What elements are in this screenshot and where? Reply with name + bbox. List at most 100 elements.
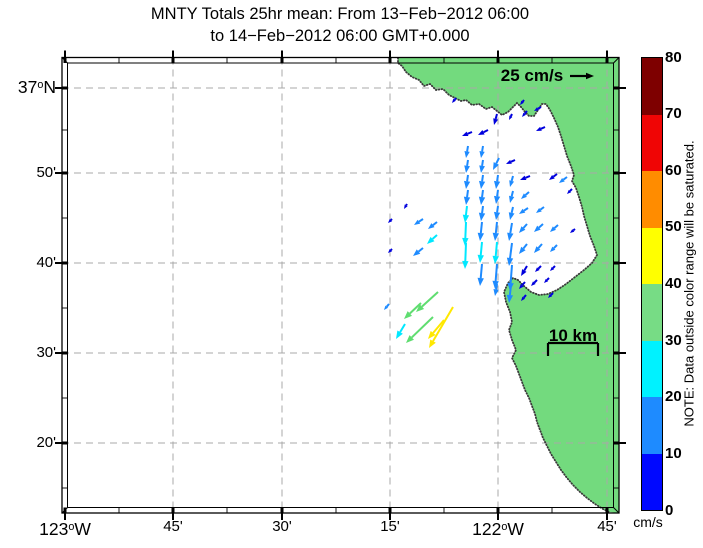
map-frame-outer <box>61 56 620 514</box>
current-vector <box>495 283 498 290</box>
current-vector-head <box>536 207 542 213</box>
current-vector-head <box>494 195 501 204</box>
current-vector-head <box>493 288 499 296</box>
current-vector <box>466 174 469 182</box>
current-vector-head <box>550 246 556 252</box>
current-vector-head <box>464 150 470 158</box>
current-vector-head <box>462 131 469 136</box>
current-vector-head <box>463 196 471 205</box>
current-vector <box>553 224 559 229</box>
current-vector <box>385 303 390 308</box>
current-vector-head <box>492 280 499 289</box>
current-vector <box>466 159 469 167</box>
current-vector <box>552 265 556 269</box>
current-vector-head <box>521 269 527 276</box>
current-vector-head <box>462 260 469 269</box>
current-vector-head <box>464 180 471 189</box>
scale-bar-label: 10 km <box>548 326 598 345</box>
current-vector-head <box>388 218 393 223</box>
current-vector <box>550 292 554 296</box>
current-vector-head <box>509 195 515 203</box>
current-vector <box>481 174 484 182</box>
current-vector-head <box>427 236 435 244</box>
current-vector-head <box>534 246 541 253</box>
y-tick-label: 40' <box>36 254 56 271</box>
current-vector <box>466 145 469 152</box>
current-vector-head <box>519 208 526 214</box>
current-vector-head <box>550 226 556 232</box>
current-vector <box>522 294 527 299</box>
current-vector-head <box>429 339 436 348</box>
current-vector <box>399 323 406 333</box>
current-vector-head <box>428 330 436 339</box>
current-vector <box>537 243 543 249</box>
current-vector-head <box>384 305 389 310</box>
current-vector <box>464 221 467 239</box>
current-vector-head <box>506 257 514 266</box>
current-vector <box>537 106 542 110</box>
x-tick-label: 45' <box>163 518 183 535</box>
current-vector <box>509 242 513 259</box>
current-vector-head <box>479 180 486 189</box>
current-vector-head <box>549 174 555 180</box>
y-tick-label: 50' <box>36 164 56 181</box>
colorbar-segment <box>642 284 662 341</box>
colorbar <box>641 57 663 511</box>
current-vector <box>431 234 438 240</box>
current-vector <box>479 263 483 279</box>
current-vector-head <box>550 266 555 271</box>
colorbar-segment <box>642 227 662 284</box>
current-vector-head <box>508 212 515 220</box>
current-vector <box>522 223 528 229</box>
current-vector <box>537 265 542 270</box>
y-tick-label: 37oN <box>17 77 56 97</box>
current-vector <box>481 189 484 198</box>
current-vector <box>466 189 469 198</box>
current-vector-head <box>531 281 536 286</box>
current-vector-head <box>492 232 500 241</box>
current-vector-head <box>493 118 499 125</box>
reference-vector-arrow-head <box>586 72 594 80</box>
current-vector-head <box>519 226 526 233</box>
current-vector <box>390 248 393 251</box>
colorbar-tick-label: 40 <box>665 275 682 292</box>
current-vector-head <box>477 254 484 263</box>
colorbar-tick-label: 50 <box>665 218 682 236</box>
current-vector <box>553 244 558 249</box>
colorbar-segment <box>642 171 662 228</box>
colorbar-segment <box>642 397 662 454</box>
current-vector-head <box>534 225 541 232</box>
current-vector-head <box>404 204 408 209</box>
current-vector <box>467 131 473 135</box>
current-vector <box>479 241 483 256</box>
current-vector-head <box>494 180 501 189</box>
current-vector-head <box>478 196 486 205</box>
current-vector-head <box>520 100 524 105</box>
chart-title-line1: MNTY Totals 25hr mean: From 13−Feb−2012 … <box>150 5 530 23</box>
colorbar-tick-label: 0 <box>665 501 674 519</box>
colorbar-tick-label: 30 <box>665 331 682 349</box>
colorbar-note: NOTE: Data outside color range will be s… <box>681 140 697 427</box>
x-tick-label: 30' <box>272 518 292 535</box>
reference-vector-label: 25 cm/s <box>500 66 564 85</box>
current-vector <box>522 243 528 250</box>
current-vector-head <box>567 189 572 194</box>
current-vector-head <box>478 130 485 135</box>
current-vector <box>494 113 498 120</box>
current-vector <box>546 277 550 281</box>
current-vector <box>421 291 439 308</box>
current-vector-head <box>493 162 499 170</box>
colorbar-segment <box>642 340 662 397</box>
y-tick-label: 20' <box>36 434 56 451</box>
current-vector <box>495 157 500 164</box>
current-vector <box>523 207 529 212</box>
colorbar-unit-label: cm/s <box>633 514 663 530</box>
x-tick-label: 15' <box>380 518 400 535</box>
current-vector <box>510 159 516 163</box>
current-vector-head <box>559 177 565 183</box>
current-vector <box>521 99 525 103</box>
current-vector-head <box>452 98 456 103</box>
frame-corner-miter <box>613 507 620 514</box>
current-vector <box>411 316 434 339</box>
